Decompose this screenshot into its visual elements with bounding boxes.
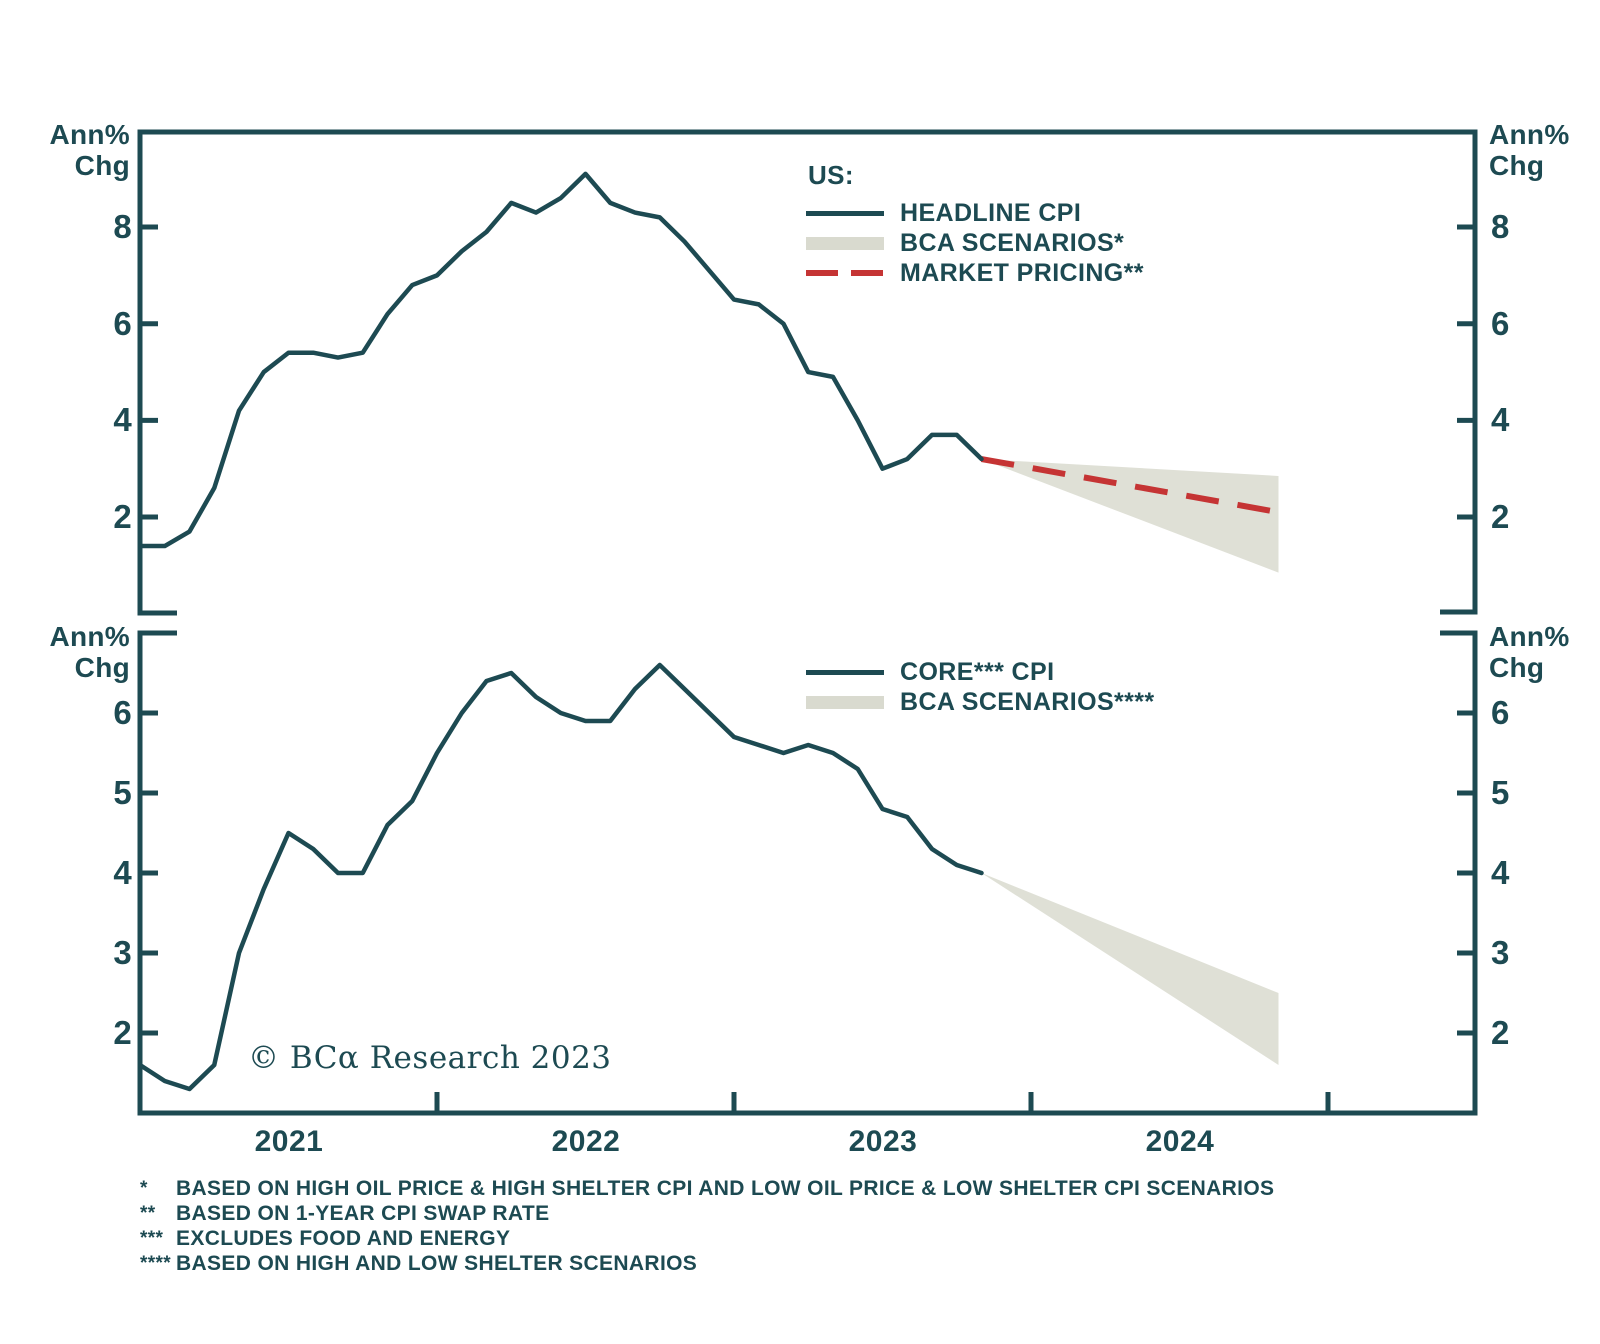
headline-cpi-line [137, 171, 984, 549]
legend-label: HEADLINE CPI [900, 198, 1082, 227]
legend-label: BCA SCENARIOS* [900, 228, 1125, 257]
legend-bottom: CORE*** CPI BCA SCENARIOS**** [806, 657, 1155, 717]
bottom-panel-series [137, 662, 1279, 1092]
y-tick-label-left: 2 [113, 1014, 132, 1051]
bca-scenarios-band-swatch [806, 236, 884, 250]
legend-item-market-pricing: MARKET PRICING** [806, 258, 1144, 288]
y-tick-label-right: 3 [1491, 934, 1510, 971]
legend-item-headline-cpi: HEADLINE CPI [806, 198, 1144, 228]
headline-cpi-line-swatch [806, 210, 884, 216]
legend-label: CORE*** CPI [900, 657, 1055, 686]
y-tick-label-left: 2 [113, 498, 132, 536]
y-tick-label-right: 2 [1491, 498, 1510, 536]
y-axis-label-top-left: Ann% Chg [49, 119, 130, 181]
footnote-3: *** EXCLUDES FOOD AND ENERGY [140, 1227, 511, 1250]
copyright-notice: © BCα Research 2023 [248, 1040, 612, 1076]
y-tick-label-right: 5 [1491, 774, 1510, 811]
bottom-panel-frame [137, 630, 1478, 1116]
x-axis-year-label: 2024 [1145, 1125, 1215, 1158]
y-tick-label-right: 6 [1491, 694, 1510, 731]
core-cpi-line-swatch [806, 669, 884, 675]
axis-ticks [140, 224, 1475, 1113]
footnote-1: * BASED ON HIGH OIL PRICE & HIGH SHELTER … [140, 1177, 1275, 1200]
core-cpi-line [137, 662, 984, 1092]
y-tick-label-right: 4 [1491, 854, 1510, 891]
bca-scenarios-fan-bottom [981, 873, 1279, 1065]
y-tick-label-left: 3 [113, 934, 132, 971]
footnote-4: **** BASED ON HIGH AND LOW SHELTER SCENAR… [140, 1252, 698, 1275]
legend-item-bca-scenarios-core: BCA SCENARIOS**** [806, 687, 1155, 717]
legend-group-label: US: [808, 160, 854, 190]
legend-item-core-cpi: CORE*** CPI [806, 657, 1155, 687]
y-tick-label-right: 8 [1491, 208, 1510, 246]
legend-item-bca-scenarios: BCA SCENARIOS* [806, 228, 1144, 258]
y-tick-label-right: 4 [1491, 401, 1510, 439]
y-tick-label-left: 5 [113, 774, 132, 811]
y-tick-label-right: 6 [1491, 304, 1510, 342]
footnotes: * BASED ON HIGH OIL PRICE & HIGH SHELTER … [140, 1176, 1274, 1276]
y-axis-label-bottom-left: Ann% Chg [49, 621, 130, 683]
bca-scenarios-band-swatch [806, 695, 884, 709]
y-axis-label-top-right: Ann% Chg [1489, 119, 1570, 181]
y-tick-label-left: 4 [113, 854, 132, 891]
market-pricing-dash-swatch [806, 270, 884, 276]
y-axis-label-bottom-right: Ann% Chg [1489, 621, 1570, 683]
axes [137, 129, 1478, 1116]
x-axis-year-label: 2022 [551, 1125, 621, 1158]
y-tick-label-left: 6 [113, 694, 132, 731]
bca-scenarios-fan-top [981, 459, 1279, 573]
legend-label: MARKET PRICING** [900, 258, 1144, 287]
legend-label: BCA SCENARIOS**** [900, 687, 1155, 716]
top-panel-series [137, 171, 1280, 573]
top-panel-frame [137, 129, 1478, 616]
y-tick-label-left: 8 [113, 208, 132, 246]
y-tick-label-left: 6 [113, 304, 132, 342]
legend-top: US: HEADLINE CPI BCA SCENARIOS* MARKET P… [806, 160, 1144, 288]
x-axis-year-label: 2023 [848, 1125, 918, 1158]
y-tick-label-left: 4 [113, 401, 132, 439]
footnote-2: ** BASED ON 1-YEAR CPI SWAP RATE [140, 1202, 550, 1225]
y-tick-label-right: 2 [1491, 1014, 1510, 1051]
x-axis-year-label: 2021 [254, 1125, 324, 1158]
